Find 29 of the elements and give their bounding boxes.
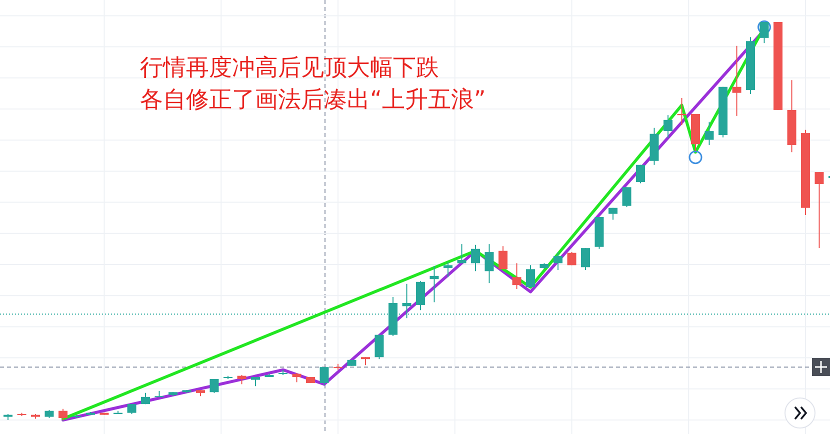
candlestick	[210, 378, 219, 394]
annotation: 各自修正了画法后凑出“上升五浪”	[140, 87, 486, 113]
candlestick	[512, 262, 522, 290]
candlestick	[444, 261, 452, 278]
candlestick	[498, 246, 508, 270]
candlestick	[814, 172, 824, 249]
candlestick	[636, 164, 645, 184]
candlestick	[58, 408, 68, 420]
candlestick	[526, 264, 535, 288]
candlestick	[471, 244, 480, 272]
candlestick	[320, 366, 329, 386]
candlestick	[484, 244, 494, 284]
candlestick	[430, 265, 439, 303]
candlestick	[251, 376, 260, 387]
candlestick	[704, 121, 714, 146]
candlestick	[554, 252, 562, 270]
candlestick	[127, 404, 136, 415]
candlestick	[292, 372, 302, 383]
candlestick	[374, 334, 384, 360]
candlestick	[416, 280, 425, 311]
candlestick	[237, 374, 246, 385]
candlestick	[567, 252, 576, 266]
annotation: 行情再度冲高后见顶大幅下跌	[140, 55, 439, 81]
candlestick	[760, 22, 769, 44]
candlestick	[622, 186, 632, 208]
candlestick	[732, 45, 742, 116]
candlestick	[457, 244, 466, 264]
candlestick	[664, 114, 672, 138]
candlestick	[581, 248, 590, 270]
